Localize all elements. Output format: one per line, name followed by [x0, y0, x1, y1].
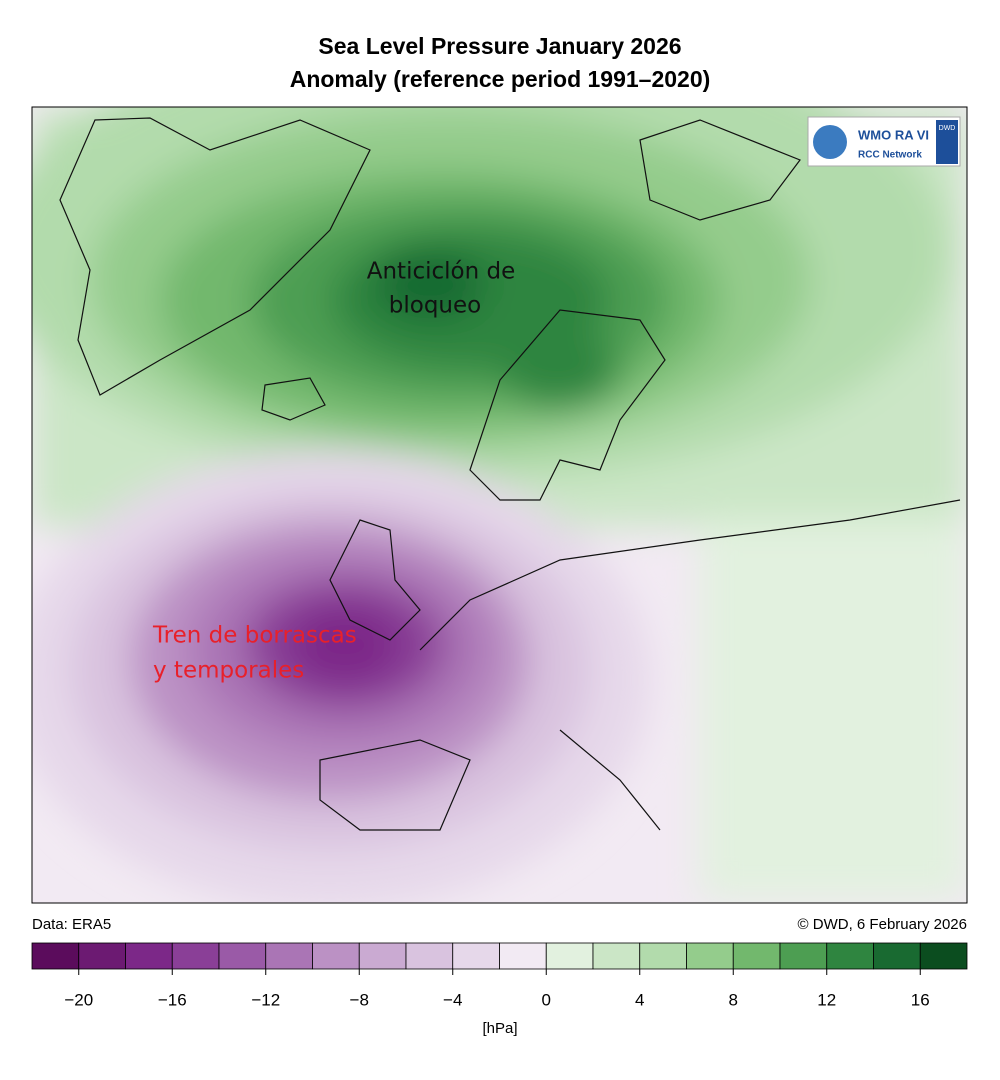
colorbar-bin — [452, 942, 500, 970]
title-line: Sea Level Pressure January 2026 — [318, 33, 681, 59]
colorbar-tick-label: 4 — [635, 990, 644, 1009]
colorbar-unit: [hPa] — [482, 1020, 517, 1037]
colorbar-bin — [31, 942, 80, 970]
colorbar-bin — [919, 942, 968, 970]
colorbar-bin — [639, 942, 687, 970]
annotation: Anticiclón de — [367, 259, 516, 285]
logo-network: RCC Network — [858, 150, 922, 161]
map — [32, 107, 967, 903]
colorbar-bin — [732, 942, 781, 970]
colorbar-bin — [78, 942, 126, 970]
colorbar-bin — [545, 942, 594, 970]
colorbar-tick-label: 8 — [729, 990, 738, 1009]
colorbar-tick-label: −12 — [251, 990, 280, 1009]
colorbar-bin — [125, 942, 173, 970]
colorbar-bin — [218, 942, 267, 970]
title-line: Anomaly (reference period 1991–2020) — [290, 66, 711, 92]
colorbar: −20 −16 −12 −8 −4 0 4 8 12 16 — [31, 942, 968, 1009]
colorbar-bin — [312, 942, 360, 970]
colorbar-tick-label: 0 — [542, 990, 551, 1009]
annotation: Tren de borrascas — [152, 623, 357, 649]
colorbar-bin — [358, 942, 407, 970]
annotation: bloqueo — [389, 293, 481, 319]
colorbar-tick-label: −20 — [64, 990, 93, 1009]
logo-agency: DWD — [939, 125, 956, 132]
colorbar-bin — [873, 942, 921, 970]
colorbar-bin — [779, 942, 828, 970]
map-frame — [31, 106, 968, 904]
logo: WMO RA VI RCC Network DWD — [807, 116, 961, 167]
colorbar-bin — [499, 942, 547, 970]
colorbar-tick-label: 16 — [911, 990, 930, 1009]
colorbar-tick-label: −8 — [350, 990, 369, 1009]
colorbar-bin — [405, 942, 454, 970]
colorbar-bin — [826, 942, 874, 970]
annotation: y temporales — [153, 658, 304, 684]
colorbar-bin — [265, 942, 313, 970]
colorbar-tick-label: 12 — [817, 990, 836, 1009]
colorbar-bin — [592, 942, 641, 970]
colorbar-tick-label: −4 — [443, 990, 462, 1009]
data-source: Data: ERA5 — [32, 916, 111, 933]
colorbar-bin — [171, 942, 220, 970]
logo-name: WMO RA VI — [858, 127, 929, 142]
credit: © DWD, 6 February 2026 — [798, 916, 967, 933]
colorbar-tick-label: −16 — [158, 990, 187, 1009]
colorbar-bin — [686, 942, 734, 970]
